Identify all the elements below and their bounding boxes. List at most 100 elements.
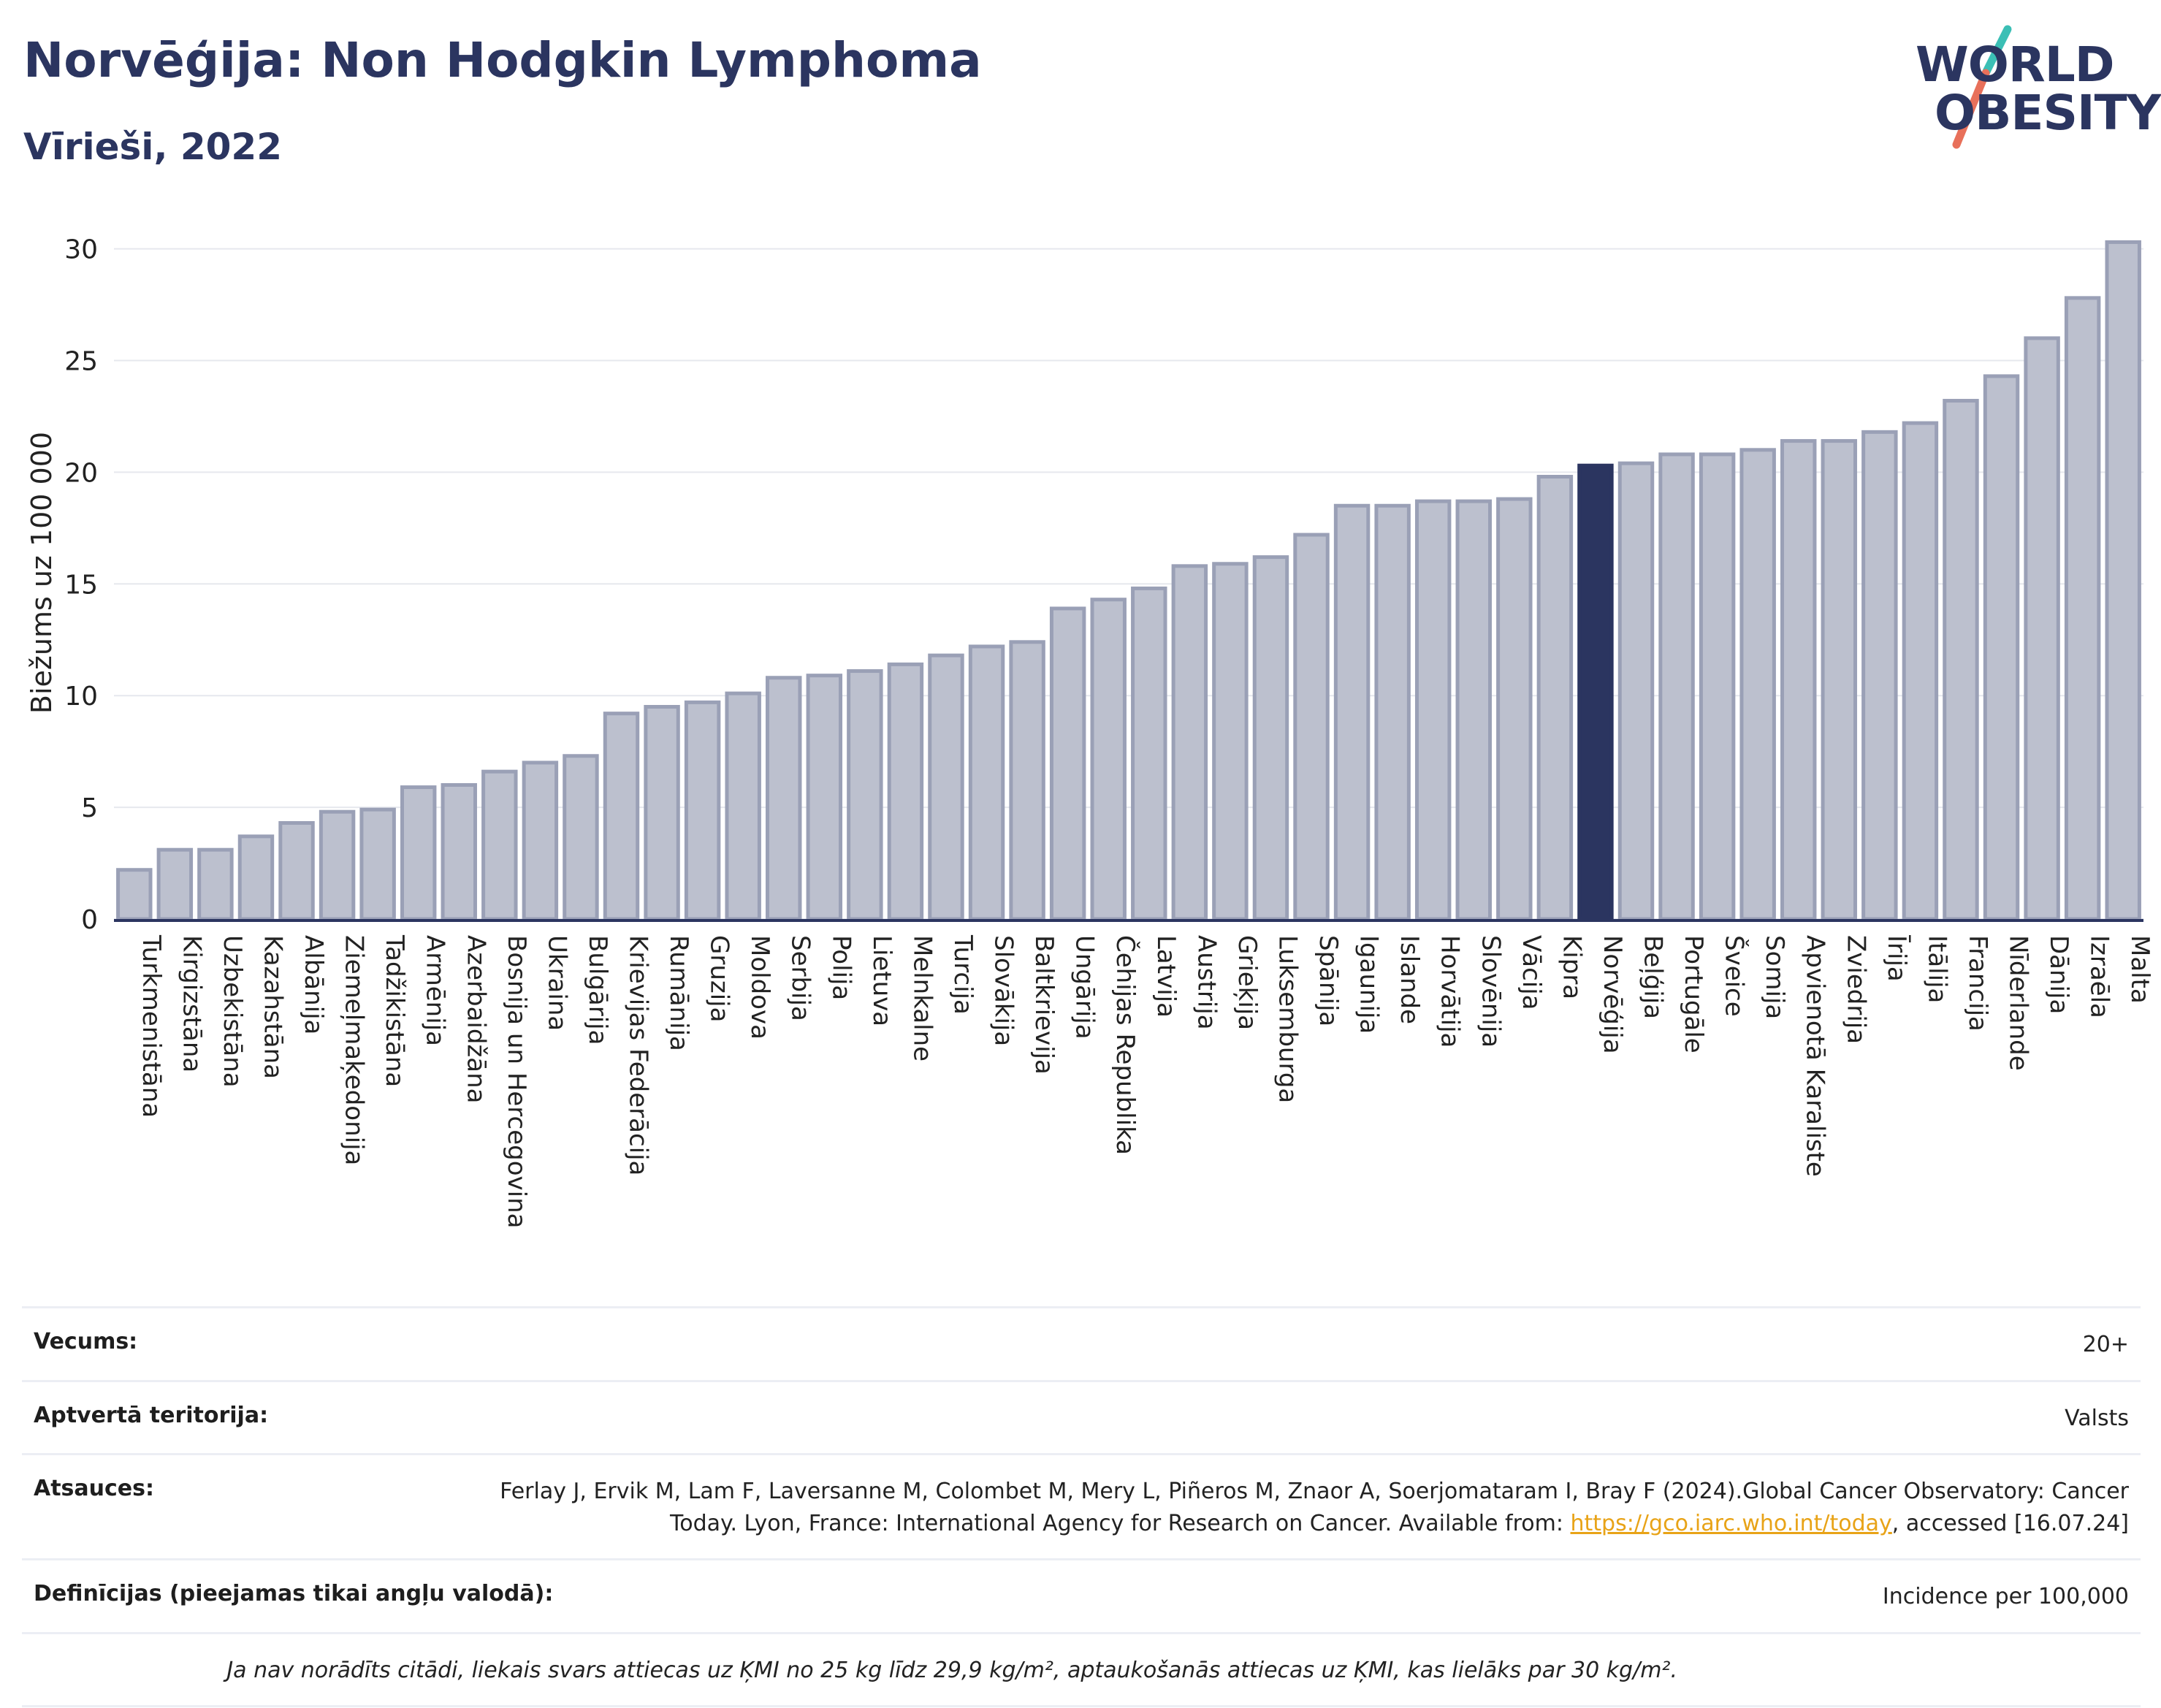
x-tick-label: Bulgārija [583, 935, 612, 1045]
bar [766, 676, 802, 921]
references-link[interactable]: https://gco.iarc.who.int/today [1570, 1510, 1892, 1536]
x-tick-label: Latvija [1151, 935, 1181, 1018]
bar [278, 821, 315, 921]
x-tick-label: Gruzija [705, 935, 734, 1022]
y-tick-label: 15 [64, 570, 98, 600]
y-tick-label: 20 [64, 458, 98, 488]
x-tick-label: Somija [1760, 935, 1789, 1019]
bar [806, 674, 843, 921]
x-tick-label: Grieķija [1232, 935, 1262, 1030]
bar [2064, 296, 2101, 921]
x-tick-label: Dānija [2044, 935, 2073, 1014]
x-tick-label: Portugāle [1679, 935, 1708, 1053]
x-tick-label: Bosnija un Hercegovina [502, 935, 531, 1229]
bar [1293, 533, 1330, 921]
age-label: Vecums: [34, 1329, 138, 1354]
bar [928, 653, 964, 921]
x-tick-label: Nīderlande [2004, 935, 2033, 1071]
y-tick-label: 0 [81, 905, 98, 935]
bar [1171, 564, 1208, 921]
bar [1780, 439, 1817, 921]
bar [1902, 421, 1939, 921]
bar [359, 807, 396, 921]
y-tick-label: 25 [64, 346, 98, 376]
bar [644, 704, 680, 921]
bar [1455, 499, 1492, 921]
logo-slash-icon [1952, 25, 2012, 149]
bar [847, 669, 883, 921]
x-tick-label: Kazahstāna [258, 935, 287, 1079]
x-tick-label: Spānija [1314, 935, 1343, 1026]
x-tick-label: Ukraina [542, 935, 571, 1031]
x-tick-label: Turcija [948, 934, 977, 1015]
bar [481, 769, 518, 921]
logo-line-2: OBESITY [1935, 85, 2161, 141]
bar [1739, 448, 1776, 921]
bar [319, 809, 356, 921]
x-tick-label: Vācija [1517, 935, 1546, 1010]
bar-chart: 0 5 10 15 20 25 30 Turkmenistāna Kirgizstāna Uzb… [26, 235, 2154, 1229]
y-axis-label: Biežums uz 100 000 [26, 432, 58, 714]
x-tick-label: Īrija [1882, 935, 1911, 982]
bar [522, 760, 559, 921]
bar [1861, 430, 1898, 921]
bar [2024, 336, 2060, 921]
x-tick-label: Melnkalne [907, 935, 937, 1061]
x-tick-label: Baltkrievija [1029, 935, 1059, 1075]
bar [1333, 503, 1371, 921]
references-tail: , accessed [16.07.24] [1891, 1510, 2129, 1536]
bar [684, 700, 721, 921]
bar [968, 644, 1005, 921]
x-tick-label: Luksemburga [1273, 935, 1302, 1103]
x-tick-label: Lietuva [867, 935, 896, 1026]
x-tick-label: Uzbekistāna [218, 935, 247, 1088]
territory-value: Valsts [2065, 1405, 2129, 1431]
world-obesity-logo: WORLD OBESITY [1899, 20, 2161, 159]
info-row-note: Ja nav norādīts citādi, liekais svars at… [22, 1631, 2141, 1707]
x-tick-label: Albānija [299, 935, 328, 1034]
definitions-label: Definīcijas (pieejamas tikai angļu valod… [34, 1581, 554, 1606]
bar [1374, 503, 1411, 921]
bar [1577, 463, 1614, 921]
bar [116, 868, 153, 921]
info-row-definitions: Definīcijas (pieejamas tikai angļu valod… [22, 1558, 2141, 1632]
bar [1131, 586, 1167, 921]
x-tick-label: Moldova [745, 935, 774, 1040]
territory-label: Aptvertā teritorija: [34, 1402, 269, 1428]
references-text: Ferlay J, Ervik M, Lam F, Laversanne M, … [500, 1479, 2129, 1536]
x-tick-label: Šveice [1720, 935, 1750, 1017]
references-label: Atsauces: [34, 1476, 154, 1501]
x-tick-label: Kirgizstāna [177, 935, 206, 1072]
x-tick-label: Ungārija [1070, 935, 1099, 1040]
bar [1943, 399, 1979, 921]
x-tick-label: Rumānija [664, 935, 693, 1051]
x-tick-label: Islande [1395, 935, 1424, 1024]
definitions-value: Incidence per 100,000 [1882, 1584, 2129, 1609]
x-tick-label: Turkmenistāna [137, 934, 166, 1118]
bar [400, 785, 437, 921]
y-tick-label: 10 [64, 682, 98, 712]
bar [1414, 499, 1452, 921]
y-tick-label: 5 [81, 793, 98, 823]
x-tick-label: Slovākija [989, 935, 1018, 1046]
bar [1699, 452, 1736, 921]
bar [1212, 562, 1249, 921]
x-tick-label: Izraēla [2085, 935, 2114, 1018]
bar [725, 691, 761, 921]
x-tick-label: Krievijas Federācija [624, 935, 653, 1175]
info-table: Vecums: 20+ Aptvertā teritorija: Valsts … [22, 1306, 2141, 1707]
logo-line-1: WORLD [1916, 37, 2115, 93]
x-tick-label: Apvienotā Karaliste [1801, 935, 1830, 1177]
bar [237, 834, 275, 921]
chart-subtitle: Vīrieši, 2022 [23, 126, 283, 168]
bar [603, 712, 640, 921]
bar [1536, 475, 1574, 921]
x-tick-label: Beļģija [1639, 935, 1668, 1019]
chart-title: Norvēģija: Non Hodgkin Lymphoma [23, 32, 982, 88]
bar [563, 754, 599, 921]
bar [1496, 497, 1533, 921]
x-tick-label: Azerbaidžāna [461, 935, 490, 1104]
y-tick-label: 30 [64, 235, 98, 265]
x-tick-label: Francija [1963, 935, 1992, 1032]
x-tick-label: Serbija [786, 935, 815, 1021]
